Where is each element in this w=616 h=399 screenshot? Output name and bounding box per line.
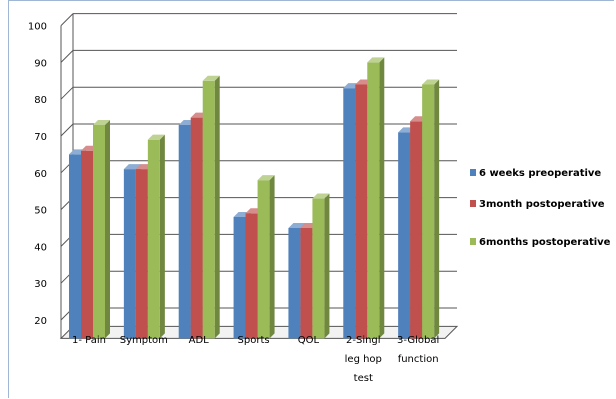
bar-side — [159, 134, 165, 339]
x-tick-label: test — [354, 373, 373, 384]
bar — [123, 169, 136, 339]
bar-side — [269, 175, 275, 339]
bar — [202, 80, 215, 339]
bar — [312, 198, 325, 339]
bar-top — [367, 57, 385, 63]
y-tick-label: 70 — [34, 132, 47, 143]
y-tick-label: 50 — [34, 206, 47, 217]
gridline-depth — [60, 13, 74, 26]
chart-frame: 100 90 80 70 60 50 40 30 20 1- Pain Symptom ADL Spor… — [8, 0, 614, 398]
bar-top — [123, 164, 141, 170]
bar-side — [214, 75, 220, 339]
y-tick-label: 20 — [34, 316, 47, 327]
x-tick-label: leg hop — [345, 354, 382, 365]
gridline-depth — [60, 86, 74, 100]
x-tick-label: 2-Singl — [346, 335, 381, 346]
bar — [178, 124, 191, 339]
x-tick-label: 1- Pain — [72, 335, 106, 346]
legend-label: 6 weeks preoperative — [479, 168, 601, 179]
bar — [410, 121, 423, 339]
bar — [367, 62, 380, 339]
y-tick-label: 90 — [34, 58, 47, 69]
x-tick-label: 3-Global — [397, 335, 439, 346]
y-tick-label: 30 — [34, 279, 47, 290]
bar — [81, 150, 93, 339]
bar-chart: 100 90 80 70 60 50 40 30 20 1- Pain Symptom ADL Spor… — [28, 13, 611, 384]
legend-swatch — [470, 200, 476, 207]
bar-top — [202, 75, 220, 81]
bar-top — [93, 119, 110, 125]
y-tick-label: 60 — [34, 169, 47, 180]
legend-swatch — [470, 169, 476, 176]
bar — [257, 180, 270, 339]
bar — [398, 132, 411, 339]
bar — [245, 213, 258, 339]
bar — [147, 139, 160, 339]
bar-top — [422, 79, 440, 85]
bar — [422, 84, 435, 339]
bar-side — [434, 79, 440, 339]
y-tick-label: 40 — [34, 242, 47, 253]
bar-top — [288, 223, 306, 228]
bar — [190, 117, 203, 339]
bar — [288, 228, 301, 339]
x-tick-label: Symptom — [120, 335, 168, 346]
bar-top — [257, 175, 275, 181]
gridline-depth — [60, 50, 74, 63]
bar — [93, 124, 105, 339]
bar-top — [147, 134, 165, 140]
bar-side — [379, 57, 385, 339]
legend-label: 6months postoperative — [479, 237, 611, 248]
gridline-depth — [60, 123, 74, 137]
bar — [69, 154, 81, 339]
bar-top — [312, 193, 330, 199]
x-tick-label: function — [398, 354, 439, 365]
x-tick-label: QOL — [298, 335, 320, 346]
bar-side — [105, 119, 110, 339]
x-tick-label: Sports — [238, 335, 270, 346]
bar — [233, 216, 246, 339]
legend-label: 3month postoperative — [479, 199, 605, 210]
y-tick-label: 80 — [34, 95, 47, 106]
bar — [135, 169, 148, 339]
bar-side — [324, 193, 330, 339]
bar — [343, 88, 356, 339]
bar — [300, 228, 313, 339]
y-tick-label: 100 — [28, 22, 47, 33]
x-tick-label: ADL — [189, 335, 210, 346]
bar — [355, 84, 368, 339]
legend-swatch — [470, 238, 476, 245]
